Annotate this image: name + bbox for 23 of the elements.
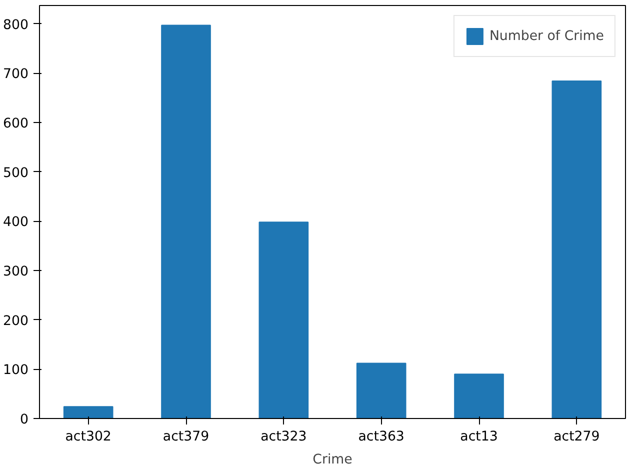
y-tick-label: 700 (3, 67, 29, 82)
bar (258, 222, 309, 418)
x-tick-label: act379 (162, 430, 210, 444)
bar (161, 24, 211, 418)
legend-label: Number of Crime (489, 28, 604, 44)
y-tick-label: 500 (3, 166, 29, 181)
y-tick-label: 400 (3, 215, 29, 230)
y-tick-label: 800 (3, 18, 29, 33)
x-tick-label: act363 (358, 430, 404, 444)
bar (356, 362, 406, 418)
y-tick-label: 200 (3, 314, 29, 329)
y-tick-label: 0 (20, 412, 29, 428)
bar (63, 406, 114, 418)
x-tick-label: act323 (260, 430, 307, 444)
x-tick-label: act13 (460, 430, 498, 444)
y-tick-label: 100 (3, 363, 29, 378)
x-tick-label: act279 (554, 430, 600, 444)
y-tick-label: 600 (3, 116, 29, 132)
x-tick-label: act302 (65, 430, 112, 444)
x-axis-title: Crime (312, 452, 352, 468)
bar (552, 80, 602, 418)
bar (454, 374, 504, 418)
y-tick-label: 300 (3, 264, 29, 280)
